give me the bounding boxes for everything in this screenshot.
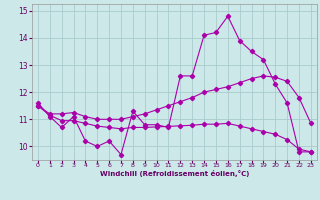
- X-axis label: Windchill (Refroidissement éolien,°C): Windchill (Refroidissement éolien,°C): [100, 170, 249, 177]
